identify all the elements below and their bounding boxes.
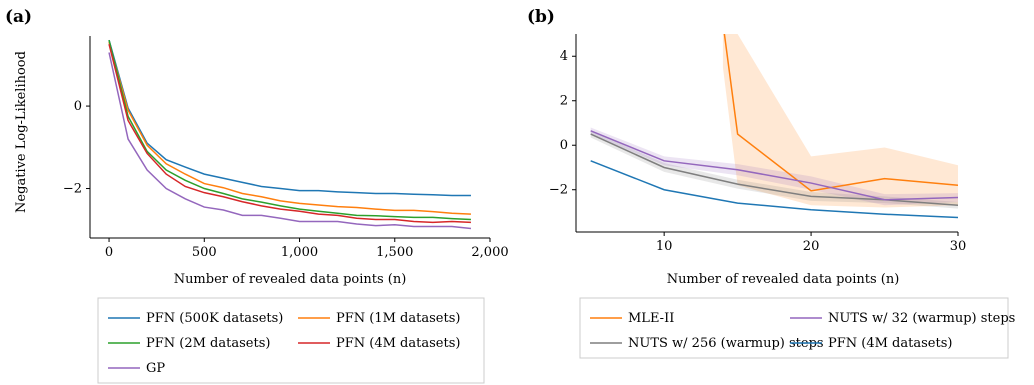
panel-a-ylabel: Negative Log-Likelihood: [14, 51, 29, 213]
b-x-tick-label: 20: [803, 239, 820, 254]
panel-b-label: (b): [527, 7, 555, 27]
a-series-line-0: [108, 39, 471, 197]
a-x-tick-label: 0: [105, 245, 113, 260]
panel-a-legend: [97, 297, 485, 384]
a-legend-label: GP: [146, 361, 165, 376]
b-band-1: [590, 130, 958, 209]
panel-a: (a) Negative Log-Likelihood Number of re…: [5, 7, 509, 384]
a-x-tick-label: 2,000: [471, 245, 508, 260]
b-y-tick-label: 2: [560, 94, 568, 109]
b-series-line-3: [590, 160, 958, 219]
a-y-tick-label: −2: [63, 182, 82, 197]
b-series-line-1: [590, 133, 958, 207]
b-series-line-2: [590, 130, 958, 201]
b-y-tick-label: 4: [560, 49, 568, 64]
a-y-tick-label: 0: [74, 99, 82, 114]
a-legend-label: PFN (500K datasets): [146, 311, 283, 326]
b-x-tick-label: 10: [656, 239, 673, 254]
panel-b: (b) Number of revealed data points (n) 1…: [527, 7, 1015, 359]
b-legend-label: NUTS w/ 256 (warmup) steps: [628, 336, 824, 351]
b-y-tick-label: 0: [560, 138, 568, 153]
a-series-line-1: [108, 41, 471, 215]
a-series-line-2: [108, 39, 471, 221]
b-band-0: [722, 34, 958, 208]
a-series-line-4: [108, 52, 472, 230]
a-legend-label: PFN (1M datasets): [336, 311, 460, 326]
b-y-tick-label: −2: [549, 183, 568, 198]
b-legend-label: PFN (4M datasets): [828, 336, 952, 351]
panel-b-xlabel: Number of revealed data points (n): [667, 272, 900, 287]
a-series-line-3: [108, 44, 471, 224]
b-legend-label: MLE-II: [628, 311, 674, 326]
a-legend-label: PFN (4M datasets): [336, 336, 460, 351]
a-legend-label: PFN (2M datasets): [146, 336, 270, 351]
panel-a-label: (a): [5, 7, 32, 27]
b-legend-label: NUTS w/ 32 (warmup) steps: [828, 311, 1015, 326]
b-x-tick-label: 30: [950, 239, 967, 254]
b-band-2: [590, 127, 958, 206]
panel-a-xlabel: Number of revealed data points (n): [174, 272, 407, 287]
a-x-tick-label: 500: [192, 245, 217, 260]
a-x-tick-label: 1,000: [281, 245, 318, 260]
panel-b-legend: [579, 297, 1009, 359]
b-series-line-0: [723, 34, 958, 192]
a-x-tick-label: 1,500: [376, 245, 413, 260]
